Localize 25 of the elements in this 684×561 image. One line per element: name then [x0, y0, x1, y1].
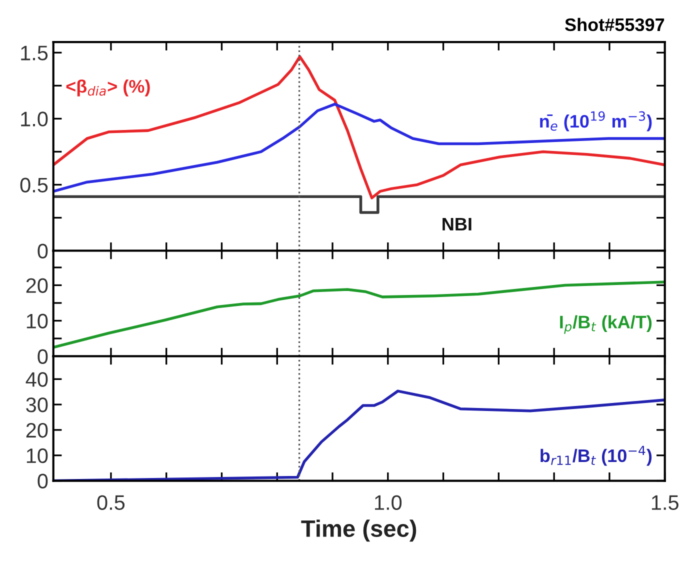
chart-title: Shot#55397: [565, 18, 664, 32]
x-axis-title: Time (sec): [301, 520, 416, 542]
series-label: NBI: [442, 218, 472, 230]
line-series: [53, 55, 665, 200]
line-series: [53, 280, 665, 349]
line-series: [53, 102, 665, 193]
y-tick-label: 10: [26, 314, 48, 328]
y-tick-label: 0: [38, 474, 48, 489]
series-label: <β$_{dia}$> (%): [66, 80, 150, 96]
series-label: I$_{p}$/B$_{t}$ (kA/T): [560, 315, 652, 334]
y-tick-label: 0: [38, 349, 48, 364]
y-tick-label: 1.5: [21, 46, 48, 60]
y-tick-label: 20: [26, 278, 48, 293]
x-tick-label: 1.5: [652, 495, 678, 510]
y-tick-label: 0.5: [20, 178, 48, 192]
y-tick-label: 20: [26, 422, 48, 438]
x-tick-label: 0.5: [97, 495, 125, 510]
y-tick-label: 40: [26, 372, 48, 387]
y-tick-label: 10: [26, 448, 48, 464]
y-tick-label: 0: [38, 244, 48, 259]
y-tick-label: 30: [26, 398, 48, 412]
series-label: b$_{r11}$/B$_{t}$ (10$^{−4}$): [540, 446, 652, 466]
x-tick-label: 1.0: [375, 495, 402, 510]
series-label: n̄$_{e}$ (10$^{19}$ m$^{−3}$): [540, 111, 652, 132]
y-tick-label: 1.0: [21, 112, 48, 126]
